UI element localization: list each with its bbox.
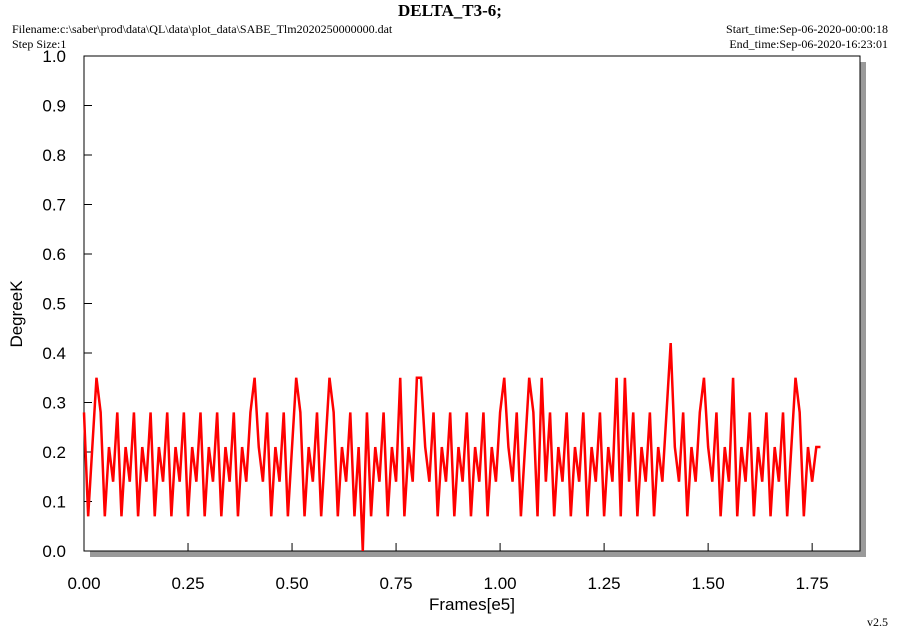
x-tick-label: 1.50 [692,574,725,593]
y-tick-label: 1.0 [42,47,66,66]
plot-area [83,55,861,552]
version: v2.5 [867,615,888,629]
x-tick-label: 1.75 [796,574,829,593]
x-axis-label: Frames[e5] [429,595,515,614]
y-tick-label: 0.5 [42,295,66,314]
y-tick-label: 0.2 [42,443,66,462]
y-tick-label: 0.4 [42,344,66,363]
y-tick-label: 0.6 [42,245,66,264]
y-tick-label: 0.1 [42,493,66,512]
chart-title: DELTA_T3-6; [398,1,502,20]
y-tick-label: 0.9 [42,97,66,116]
start-time: Start_time:Sep-06-2020-00:00:18 [726,22,888,36]
x-tick-label: 1.00 [484,574,517,593]
y-tick-label: 0.3 [42,394,66,413]
y-axis-label: DegreeK [7,280,26,348]
filename: Filename:c:\saber\prod\data\QL\data\plot… [12,22,393,36]
x-tick-label: 0.00 [67,574,100,593]
step-size: Step Size:1 [12,37,66,51]
x-tick-label: 0.25 [171,574,204,593]
y-tick-label: 0.0 [42,542,66,561]
y-tick-label: 0.8 [42,146,66,165]
x-tick-label: 0.75 [380,574,413,593]
end-time: End_time:Sep-06-2020-16:23:01 [729,37,888,51]
y-tick-label: 0.7 [42,196,66,215]
data-line [82,343,821,552]
x-tick-label: 1.25 [588,574,621,593]
x-tick-label: 0.50 [275,574,308,593]
